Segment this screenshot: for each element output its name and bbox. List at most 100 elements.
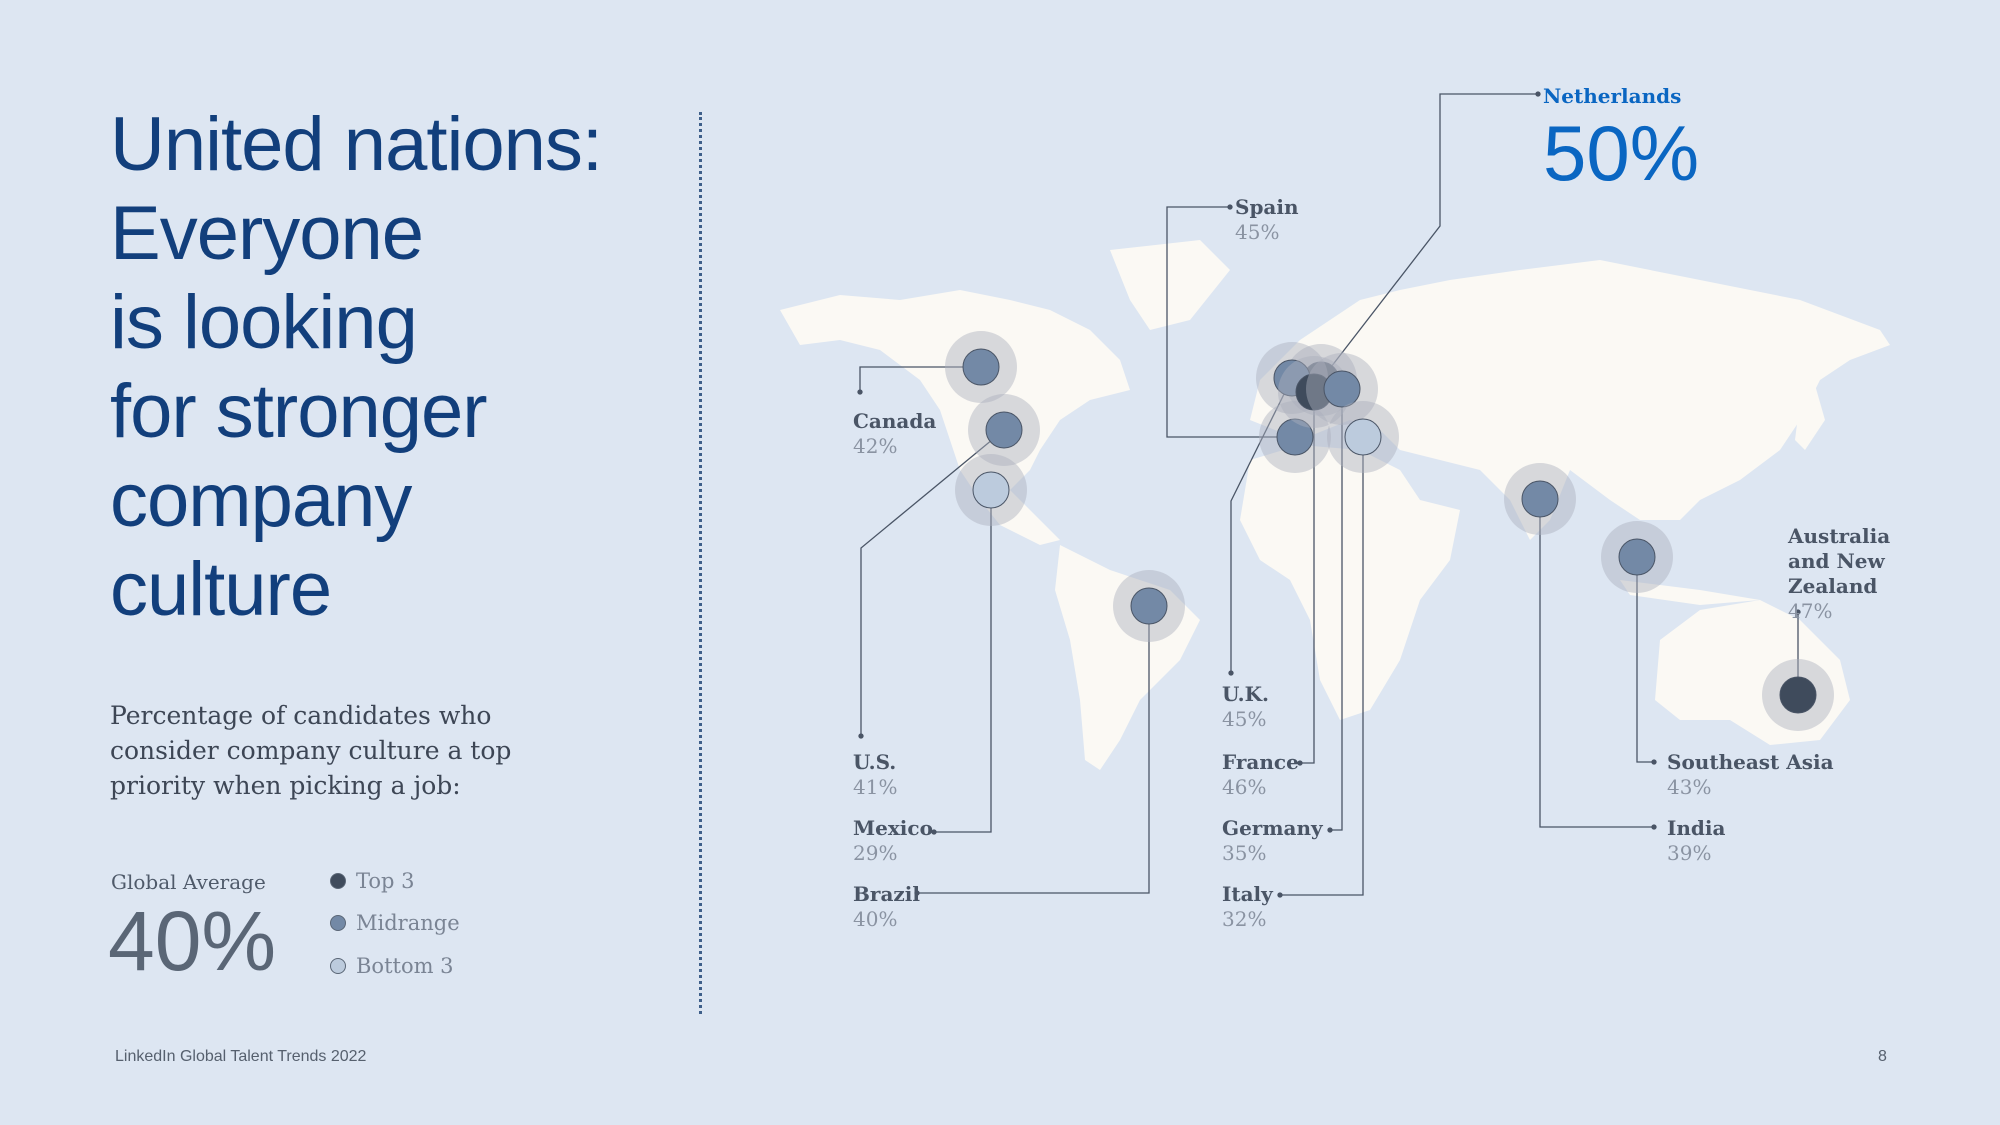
country-label-france: France 46% [1222, 750, 1299, 800]
country-name: Netherlands [1543, 84, 1682, 108]
dotted-divider [699, 112, 702, 1014]
leader-line-uk [1230, 377, 1293, 673]
bubble-spain [1276, 418, 1314, 456]
country-value: 45% [1235, 220, 1280, 244]
leader-line-canada [859, 366, 981, 392]
country-value: 41% [853, 775, 898, 799]
leader-end-dot [1228, 670, 1234, 676]
leader-line-italy [1280, 437, 1364, 896]
title-line: Everyone [110, 191, 424, 276]
leader-line-mexico [934, 490, 992, 833]
bubble-australia [1779, 676, 1817, 714]
country-name: France [1222, 750, 1299, 774]
legend-dot-icon [330, 958, 346, 974]
leader-line-us [860, 429, 1005, 736]
leader-end-dot [1327, 827, 1333, 833]
country-label-india: India 39% [1667, 816, 1725, 866]
title-line: United nations: [110, 102, 603, 187]
country-label-brazil: Brazil 40% [853, 882, 920, 932]
country-name: India [1667, 816, 1726, 840]
legend-top3: Top 3 [330, 869, 415, 893]
bubble-brazil [1130, 587, 1168, 625]
subtitle: Percentage of candidates who consider co… [110, 701, 512, 800]
country-name: Southeast Asia [1667, 750, 1834, 774]
north-america [780, 290, 1130, 545]
country-value: 40% [853, 907, 898, 931]
legend-label: Midrange [356, 911, 460, 935]
title-line: company [110, 458, 412, 543]
legend-label: Top 3 [356, 869, 415, 893]
greenland [1110, 240, 1230, 330]
country-name: Canada [853, 409, 937, 433]
country-label-italy: Italy 32% [1222, 882, 1273, 932]
country-label-australia: Australia and New Zealand 47% [1788, 524, 1938, 624]
leader-end-dot [1277, 892, 1283, 898]
legend-bottom3: Bottom 3 [330, 954, 454, 978]
leader-line-brazil [917, 606, 1150, 894]
country-name: Italy [1222, 882, 1273, 906]
global-average-value: 40% [108, 894, 277, 988]
country-label-canada: Canada 42% [853, 409, 936, 459]
leader-end-dot [857, 389, 863, 395]
country-value: 42% [853, 434, 898, 458]
legend-midrange: Midrange [330, 911, 460, 935]
bubble-italy [1344, 418, 1382, 456]
legend-dot-icon [330, 915, 346, 931]
page-title: United nations: Everyone is looking for … [110, 100, 603, 634]
country-label-mexico: Mexico 29% [853, 816, 933, 866]
country-value: 32% [1222, 907, 1267, 931]
bubble-us [985, 411, 1023, 449]
country-value: 45% [1222, 707, 1267, 731]
leader-line-seasia [1636, 557, 1654, 763]
country-label-germany: Germany 35% [1222, 816, 1323, 866]
country-value: 50% [1543, 109, 1700, 197]
continents [780, 240, 1890, 770]
country-value: 29% [853, 841, 898, 865]
legend-label: Bottom 3 [356, 954, 454, 978]
leader-end-dot [1795, 609, 1801, 615]
title-line: culture [110, 547, 332, 632]
title-line: for stronger [110, 369, 488, 454]
eurasia [1250, 260, 1890, 540]
country-name: Brazil [853, 882, 920, 906]
leader-end-dot [931, 829, 937, 835]
country-value: 43% [1667, 775, 1712, 799]
bubble-germany [1323, 370, 1361, 408]
legend-dot-icon [330, 873, 346, 889]
bubble-seasia [1618, 538, 1656, 576]
country-value: 35% [1222, 841, 1267, 865]
page-number: 8 [1878, 1048, 1887, 1065]
bubble-india [1521, 480, 1559, 518]
country-name: U.K. [1222, 682, 1269, 706]
country-name: Germany [1222, 816, 1323, 840]
leader-end-dot [1651, 824, 1657, 830]
country-label-spain: Spain 45% [1235, 195, 1299, 245]
country-name: U.S. [853, 750, 897, 774]
leader-end-dot [1227, 204, 1233, 210]
leader-line-france [1300, 392, 1315, 764]
japan [1795, 385, 1825, 450]
leader-line-india [1539, 499, 1654, 828]
leader-end-dot [1535, 91, 1541, 97]
bubble-mexico [972, 471, 1010, 509]
country-label-netherlands: Netherlands 50% [1543, 84, 1699, 195]
footer-source: LinkedIn Global Talent Trends 2022 [115, 1048, 367, 1065]
country-name: Australia and New Zealand [1788, 524, 1891, 598]
africa [1240, 445, 1460, 720]
leader-end-dot [914, 890, 920, 896]
country-value: 39% [1667, 841, 1712, 865]
country-name: Mexico [853, 816, 933, 840]
leader-end-dot [1297, 760, 1303, 766]
leader-end-dot [858, 733, 864, 739]
country-value: 47% [1788, 599, 1833, 623]
leader-line-netherlands [1320, 93, 1538, 381]
global-average-label: Global Average [111, 870, 266, 894]
country-name: Spain [1235, 195, 1299, 219]
leader-line-spain [1166, 206, 1295, 438]
country-label-seasia: Southeast Asia 43% [1667, 750, 1834, 800]
leader-end-dot [1651, 759, 1657, 765]
bubble-canada [962, 348, 1000, 386]
indonesia [1620, 580, 1760, 605]
title-line: is looking [110, 280, 418, 365]
